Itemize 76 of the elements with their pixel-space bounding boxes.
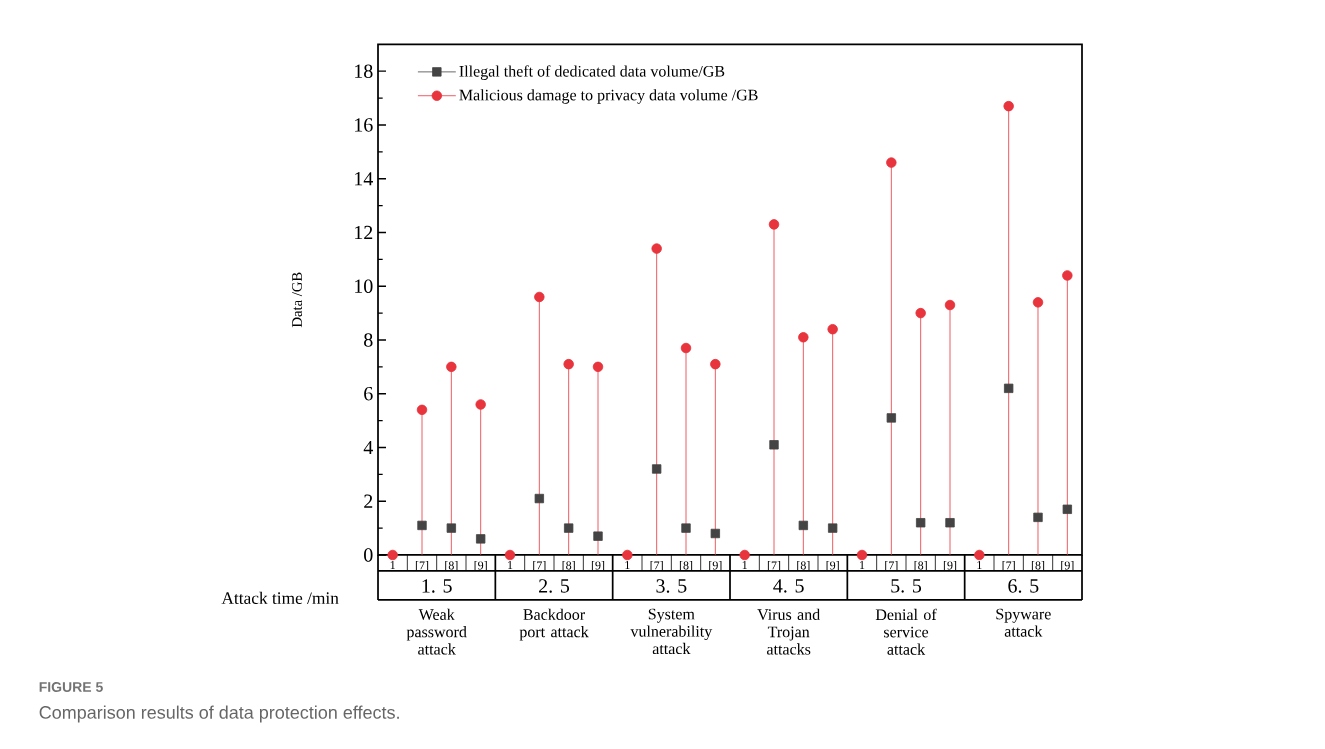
point [652,464,662,474]
x-tick-label: 1 [977,561,982,569]
point [563,358,574,370]
point [387,549,398,561]
text: Backdoor port attack [519,608,589,641]
point [681,523,691,533]
point [1004,383,1014,394]
text: Spyware attack [996,608,1051,637]
point [593,531,603,541]
y-tick-label: 2 [364,494,373,508]
point [504,549,516,561]
legend-label: Illegal theft of dedicated data volume/GB [459,65,725,80]
y-tick-label: 8 [364,333,373,347]
point [916,518,926,528]
point [622,549,633,561]
point [1032,297,1044,308]
point [1062,270,1073,281]
point [651,243,662,254]
y-tick-label: 0 [364,548,373,562]
y-tick-label: 6 [364,387,373,401]
y-tick-label: 4 [363,440,373,455]
point [974,549,985,561]
x-tick-label: 1 [742,561,747,569]
y-tick-label: 10 [355,279,373,293]
point [944,299,956,311]
text: Denial of service attack [875,608,937,655]
x-tick-label: 1 [625,561,630,569]
point [886,157,897,168]
text: System vulnerability attack [630,608,713,655]
point [768,219,780,230]
point [1033,512,1043,523]
point [710,528,720,539]
text: Virus and Trojan attacks [757,608,820,655]
point [417,520,427,531]
point [739,549,750,561]
point [827,324,838,335]
y-tick-label: 18 [355,64,373,78]
text: 5. 5 [891,579,922,593]
point [446,523,457,533]
text: 4. 5 [773,579,804,593]
point [828,523,838,533]
text: Weak password attack [406,608,467,655]
point [416,404,428,416]
point [534,291,545,303]
point [534,493,544,504]
point [680,342,692,354]
point [710,358,721,370]
point [446,361,457,373]
legend-label: Malicious damage to privacy data volume /GB [459,89,758,104]
y-tick-label: 12 [355,225,373,240]
text: 6. 5 [1008,579,1039,593]
x-tick-label: 1 [860,561,865,569]
y-axis-title: Data /GB [292,272,302,328]
x-axis-title: Attack time /min [221,591,339,604]
x-tick-label: 1 [508,561,513,569]
point [592,361,604,373]
point [798,332,809,343]
x-tick-label: 1 [390,561,395,569]
point [798,520,808,531]
point [475,399,486,410]
text: 3. 5 [656,579,687,593]
point [856,549,868,561]
text: 2. 5 [539,579,570,593]
point [915,307,926,319]
point [1003,100,1014,112]
point [476,534,486,544]
text: Comparison results of data protection effects. [39,705,399,723]
point [1062,504,1072,514]
point [564,523,574,533]
text: 1. 5 [422,579,452,593]
caption: FIGURE 5 [39,682,103,692]
y-tick-label: 14 [355,172,373,186]
point [769,440,779,450]
y-tick-label: 16 [355,118,373,132]
point [886,413,896,423]
point [945,518,955,528]
